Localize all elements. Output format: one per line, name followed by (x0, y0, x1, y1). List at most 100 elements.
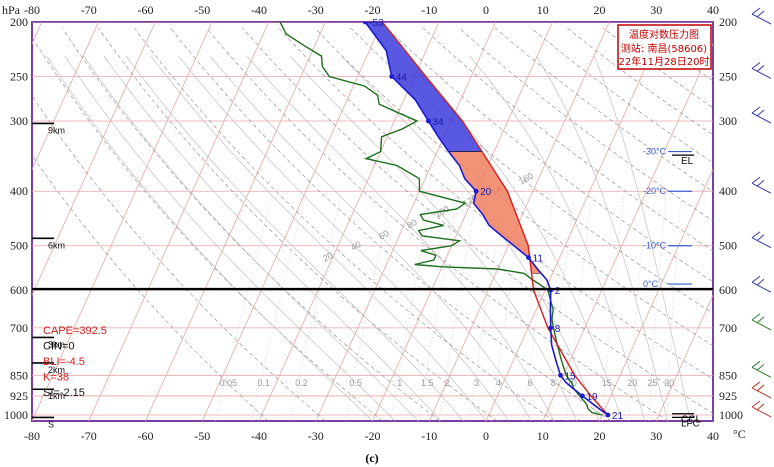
level-temp-label: 44 (396, 73, 408, 84)
y-tick-label-left: 250 (10, 70, 28, 84)
mixing-ratio-line (666, 194, 682, 421)
x-tick-label-bottom: -40 (251, 429, 267, 443)
height-label: 3km (48, 339, 65, 349)
mixing-ratio-label: 6 (528, 378, 533, 388)
x-tick-label-top: -60 (138, 3, 154, 17)
y-tick-label-right: 600 (719, 283, 737, 297)
stability-indices: CAPE=392.5 CIN=0 BLI=-4.5 K=38 SI=-2.15 (43, 325, 107, 399)
x-tick-label-top: 40 (707, 3, 719, 17)
y-tick-label-right: 300 (719, 114, 737, 128)
x-tick-label-top: 0 (483, 3, 489, 17)
level-temp-label: 11 (533, 254, 544, 265)
y-tick-label-left: 1000 (4, 408, 28, 422)
stability-index: CAPE=392.5 (43, 325, 107, 337)
moist-adiabat (125, 55, 464, 421)
cape-cin-areas (364, 22, 542, 274)
isotherm-mark-label: 0°C (643, 279, 659, 289)
isotherm-line (372, 22, 553, 421)
temperature-point (558, 372, 563, 378)
y-tick-label-left: 700 (10, 321, 28, 335)
isotherm-line (32, 22, 156, 297)
height-label: 9km (48, 125, 65, 135)
isotherm-line (201, 22, 383, 421)
mixing-ratio-line (628, 194, 648, 421)
title-box: 温度对数压力图 测站: 南昌(58606) 22年11月28日20时 (617, 24, 712, 70)
mixing-ratio-label: 15 (602, 378, 612, 388)
station-text: 测站: 南昌(58606) (621, 42, 707, 55)
y-tick-label-left: 850 (10, 368, 28, 382)
moist-adiabat (289, 55, 578, 421)
wind-barb-icon (751, 106, 772, 124)
plot-frame (31, 21, 714, 422)
theta-label: 160 (517, 171, 535, 187)
dry-adiabat (458, 27, 713, 222)
mixing-ratio-line (251, 194, 306, 421)
mixing-ratio-line (344, 194, 392, 421)
mixing-ratio-label: 0.2 (295, 378, 308, 388)
y-tick-label-right: 700 (719, 321, 737, 335)
y-tick-label-right: 1000 (719, 408, 743, 422)
x-tick-label-top: -80 (24, 3, 40, 17)
x-tick-label-top: -30 (308, 3, 324, 17)
y-tick-label-right: 850 (719, 368, 737, 382)
y-tick-label-left: 925 (10, 389, 28, 403)
x-tick-label-bottom: -10 (421, 429, 437, 443)
mixing-ratio-label: 20 (627, 378, 637, 388)
mixing-ratio-label: 8 (551, 378, 556, 388)
height-label: 1km (48, 391, 65, 401)
x-tick-label-bottom: 0 (483, 429, 489, 443)
moist-adiabat (341, 55, 600, 421)
cape-area (448, 151, 542, 274)
title-text: 温度对数压力图 (629, 28, 699, 41)
parcel-level-label: LFC (681, 418, 700, 429)
dry-adiabat (494, 27, 713, 192)
moist-adiabat (178, 55, 509, 421)
temperature-point (473, 188, 479, 194)
height-label: 2km (48, 365, 65, 375)
y-tick-label-left: 500 (10, 239, 28, 253)
y-tick-label-right: 500 (719, 239, 737, 253)
dry-adiabat (422, 27, 713, 252)
mixing-ratio-label: 0.5 (349, 378, 362, 388)
x-tick-label-top: -20 (365, 3, 381, 17)
dry-adiabat (314, 27, 713, 346)
moist-adiabat (594, 55, 691, 421)
stability-index: CIN=0 (43, 341, 75, 353)
x-tick-label-top: -40 (251, 3, 267, 17)
moist-adiabat (103, 55, 441, 421)
mixing-ratio-line (649, 194, 667, 421)
temperature-point (526, 255, 531, 260)
moist-adiabat (150, 55, 487, 421)
dry-adiabat (748, 28, 774, 421)
x-tick-label-top: 30 (650, 3, 662, 17)
x-tick-label-top: -70 (81, 3, 97, 17)
isotherm-line (145, 22, 326, 421)
temperature-point (426, 118, 431, 124)
mixing-ratio-label: 3 (474, 378, 479, 388)
x-tick-label-bottom: -30 (308, 429, 324, 443)
height-label: S (48, 419, 54, 429)
dry-adiabat (278, 27, 713, 380)
dry-adiabat (32, 95, 326, 421)
annotation-marks: -5344342011281519219km6km3km2km1kmS-30°C… (32, 7, 772, 429)
level-temp-label: 21 (612, 411, 624, 422)
dry-adiabat (531, 27, 713, 164)
x-tick-label-top: 20 (594, 3, 606, 17)
x-tick-label-bottom: -60 (138, 429, 154, 443)
mixing-ratio-label: 1 (397, 378, 402, 388)
wind-barb-icon (751, 360, 772, 378)
time-text: 22年11月28日20时 (619, 55, 710, 68)
mixing-ratio-line (289, 194, 342, 421)
mixing-ratio-label: 4 (496, 378, 501, 388)
level-temp-label: 20 (480, 187, 492, 198)
temperature-point (548, 325, 554, 331)
dry-adiabat (206, 27, 669, 421)
x-tick-label-bottom: 10 (537, 429, 549, 443)
wind-barb-icon (751, 7, 772, 25)
y-tick-label-left: 300 (10, 114, 28, 128)
x-tick-label-bottom: -20 (365, 429, 381, 443)
theta-label: 40 (349, 239, 363, 253)
x-tick-label-bottom: 30 (650, 429, 662, 443)
theta-label: 60 (377, 228, 391, 242)
